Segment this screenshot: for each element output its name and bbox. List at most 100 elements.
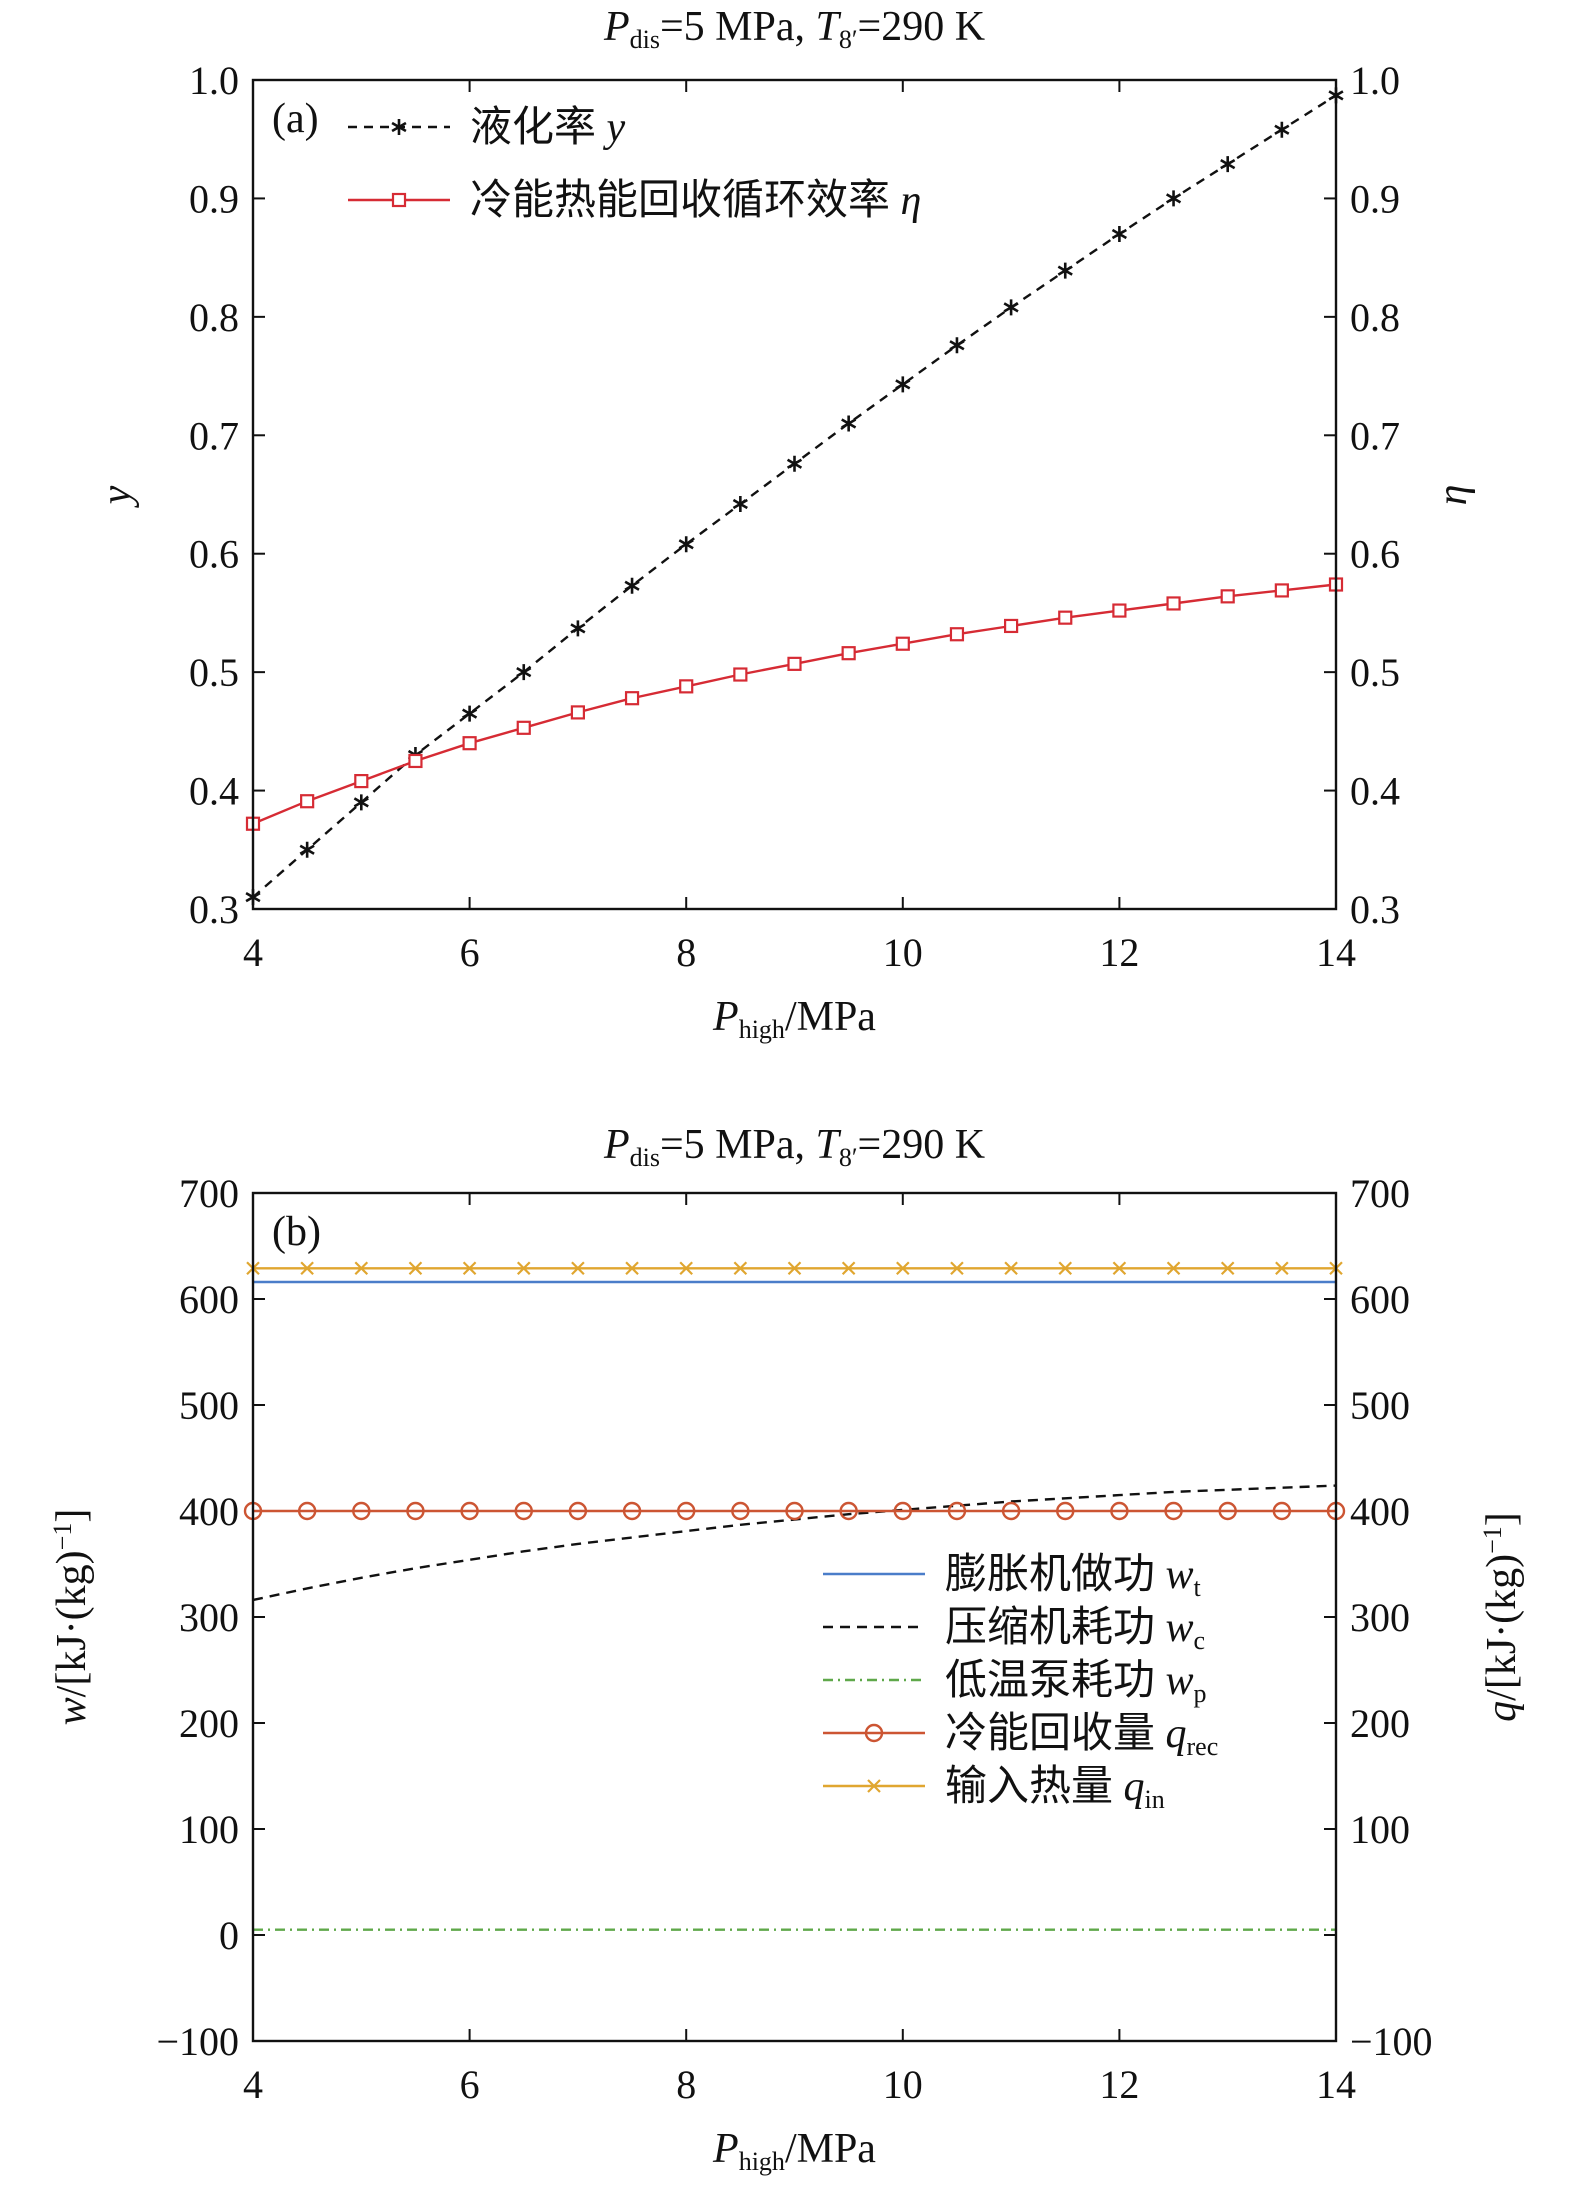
data-point-circle [839,1501,858,1521]
data-point-asterisk [895,376,911,393]
y-tick-label-left: 600 [179,1277,239,1322]
panel-label: (a) [272,96,319,142]
data-point-circle [568,1501,588,1521]
title-part-t: T [815,1122,841,1168]
data-point-circle [1272,1501,1292,1521]
y-tick-label-right: 0.4 [1350,769,1400,814]
data-point-x [354,1261,369,1276]
title-part-p: P [603,4,630,50]
x-axis-label: Phigh/MPa [712,994,876,1044]
y-tick-label-right: 0.3 [1350,887,1400,932]
y-tick-label-left: 0.5 [189,650,239,695]
series-line [252,583,1337,825]
title-part-p_sub: dis [630,25,660,54]
data-point-square [1166,596,1181,611]
data-point-square [300,794,315,809]
y-tick-label-left: 0.6 [189,532,239,577]
chart-panel-b: Pdis=5 MPa, T8′=290 K4 6 8 10 12 14−100010020… [48,1122,1525,2176]
x-tick-label: 6 [460,930,480,975]
data-point-asterisk [462,705,478,722]
chart-panel-a: Pdis=5 MPa, T8′=290 K4 6 8 10 12 140.30.40.50… [94,4,1476,1044]
legend-marker [864,1723,884,1743]
legend-label: 冷能回收量 qrec [945,1711,1218,1761]
data-point-square [516,720,531,735]
x-tick-label: 14 [1316,930,1356,975]
legend-label: 液化率 y [470,104,626,151]
y-tick-label-left: 0.9 [189,176,239,221]
y-axis-label-right: q/[kJ·(kg)−1] [1478,1512,1525,1722]
legend-label: 冷能热能回收循环效率 η [470,177,921,224]
title-part-mid: =5 MPa, [660,4,816,50]
y-tick-label-right: 400 [1350,1489,1410,1534]
y-tick-label-right: 1.0 [1350,58,1400,103]
y-tick-label-right: 0.9 [1350,176,1400,221]
data-point-circle [352,1501,371,1521]
y-tick-label-right: 100 [1350,1807,1410,1852]
y-tick-label-left: 0.3 [189,887,239,932]
data-point-circle [1001,1501,1021,1521]
data-point-x [1058,1261,1073,1276]
y-tick-label-left: −100 [156,2019,239,2064]
x-tick-label: 10 [883,2062,923,2107]
legend-label: 压缩机耗功 wc [945,1605,1205,1655]
x-axis-label: Phigh/MPa [712,2126,876,2176]
data-point-asterisk [1057,262,1073,279]
y-tick-label-right: 700 [1350,1171,1410,1216]
data-point-square [895,636,910,651]
chart-title: Pdis=5 MPa, T8′=290 K [603,1122,985,1172]
y-tick-label-left: 300 [179,1595,239,1640]
data-point-asterisk [570,620,586,637]
data-point-x [1275,1261,1289,1276]
y-tick-label-right: 0.5 [1350,650,1400,695]
chart-title: Pdis=5 MPa, T8′=290 K [603,4,985,54]
data-point-square [787,656,802,671]
data-point-square [1003,618,1019,634]
title-part-t_sub: 8′ [839,25,858,54]
data-point-square [462,736,477,751]
data-point-x [787,1261,802,1276]
y-tick-label-left: 400 [179,1489,239,1534]
data-point-circle [785,1501,804,1521]
data-point-asterisk [624,577,640,594]
y-tick-label-right: 500 [1350,1383,1410,1428]
data-point-square [624,691,640,706]
data-point-asterisk [786,455,803,472]
title-part-t_sub: 8′ [839,1143,858,1172]
data-point-circle [677,1501,696,1521]
data-point-x [462,1261,477,1276]
data-point-asterisk [678,536,694,553]
data-point-x [516,1261,531,1276]
y-tick-label-right: 0.6 [1350,532,1400,577]
data-point-circle [947,1501,967,1521]
plot-frame [251,1191,1338,2043]
data-point-square [679,679,694,694]
y-tick-label-right: 0.8 [1350,295,1400,340]
data-point-asterisk [949,337,965,354]
legend-marker [867,1779,881,1793]
data-point-square [1274,583,1289,598]
y-tick-label-left: 200 [179,1701,239,1746]
y-axis-label-left: y [94,485,140,508]
data-point-square [1220,589,1235,604]
data-point-x [408,1261,423,1276]
x-tick-label: 12 [1099,2062,1139,2107]
legend-marker [391,119,407,135]
data-point-circle [1164,1501,1183,1521]
y-tick-label-left: 0.8 [189,295,239,340]
y-tick-label-right: 200 [1350,1701,1410,1746]
data-point-x [571,1261,585,1276]
y-tick-label-left: 0.4 [189,769,239,814]
data-point-circle [731,1501,750,1521]
data-point-x [1112,1261,1127,1276]
data-point-x [300,1261,314,1276]
title-part-p_sub: dis [630,1143,660,1172]
data-point-square [841,646,856,661]
data-point-asterisk [1111,225,1127,242]
plot-frame [251,78,1338,911]
y-tick-label-left: 1.0 [189,58,239,103]
data-point-circle [1056,1501,1075,1521]
x-tick-label: 4 [243,930,263,975]
data-point-asterisk [1274,121,1290,138]
